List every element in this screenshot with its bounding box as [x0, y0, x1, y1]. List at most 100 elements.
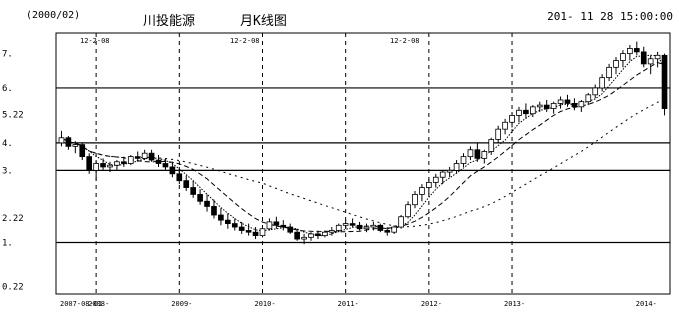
candle-body: [516, 109, 522, 116]
candle-body: [564, 99, 571, 104]
y-tick-label: 7.: [2, 50, 13, 60]
candle-body: [211, 206, 217, 216]
candle-body: [176, 173, 183, 182]
candle: [370, 221, 377, 231]
candle-body: [363, 226, 370, 230]
candle-body: [141, 152, 148, 159]
candle-body: [100, 163, 106, 168]
candle-body: [405, 204, 411, 218]
candle-body: [162, 163, 169, 168]
candle-body: [460, 156, 467, 164]
y-tick-label: 2.22: [2, 214, 24, 224]
candle: [127, 154, 134, 166]
candle: [377, 223, 384, 233]
candle: [231, 218, 238, 231]
candle-body: [495, 128, 501, 140]
candle: [543, 99, 550, 112]
candle: [384, 227, 391, 236]
candle-body: [377, 224, 384, 231]
candle-body: [93, 163, 99, 171]
candle: [564, 94, 571, 107]
y-tick-label: 4.: [2, 139, 13, 149]
candle-body: [72, 144, 79, 147]
x-tick-label: 2010-: [254, 300, 275, 308]
candle: [218, 208, 224, 226]
candle: [259, 227, 266, 238]
candle-body: [543, 104, 550, 109]
candle-body: [197, 194, 203, 202]
chart-grid: [56, 33, 670, 294]
candle: [322, 230, 328, 238]
candle-body: [647, 58, 654, 65]
candle-body: [412, 194, 418, 206]
candle: [585, 93, 592, 106]
candle-body: [315, 233, 321, 237]
candle: [204, 194, 210, 212]
candle: [627, 45, 633, 61]
candle: [419, 184, 425, 202]
candle-body: [273, 221, 280, 226]
candle: [363, 223, 370, 233]
candle: [509, 111, 515, 128]
candle: [391, 225, 398, 234]
candle: [661, 53, 668, 116]
stock-name-label: 川投能源: [143, 14, 196, 29]
candle: [536, 101, 543, 112]
candle: [58, 130, 65, 147]
candle-body: [474, 149, 481, 159]
annotation-label: 12-2-08: [390, 37, 420, 45]
candle-body: [65, 137, 72, 147]
candle: [238, 221, 245, 234]
candle-body: [287, 226, 294, 233]
candle: [412, 190, 418, 209]
candle: [571, 98, 578, 111]
candle: [245, 223, 252, 236]
candle-body: [633, 48, 640, 53]
candle: [405, 201, 411, 219]
x-tick-label: 2008-: [88, 300, 109, 308]
candle-body: [121, 161, 127, 164]
candle-body: [446, 169, 453, 173]
candle: [481, 149, 488, 164]
candle: [72, 141, 79, 154]
stock-code-label: (2000/02): [26, 10, 81, 21]
candle-body: [58, 137, 65, 144]
candle-body: [252, 231, 259, 237]
candle: [294, 228, 300, 241]
candle: [613, 57, 619, 75]
candle: [190, 180, 196, 198]
candle-body: [79, 144, 86, 158]
candle-body: [86, 156, 93, 171]
x-tick-label: 2014-: [636, 300, 657, 308]
candle: [446, 166, 453, 178]
candle: [197, 189, 203, 205]
candle: [654, 51, 661, 68]
candle-body: [467, 149, 474, 158]
candles: [58, 41, 668, 245]
candle: [169, 161, 176, 178]
candle-body: [218, 214, 224, 221]
candle: [114, 160, 120, 171]
y-tick-label: 6.: [2, 84, 13, 94]
candle: [474, 142, 481, 162]
candle-body: [259, 228, 266, 237]
candle-body: [509, 115, 515, 123]
candle: [349, 218, 356, 228]
candle-body: [453, 163, 460, 171]
candle: [107, 161, 113, 173]
candle-body: [536, 104, 543, 108]
ma30-line: [61, 99, 665, 228]
candle: [273, 216, 280, 229]
candle: [148, 149, 155, 162]
candle-body: [148, 152, 155, 161]
candle-body: [530, 106, 536, 115]
candle-body: [571, 103, 578, 108]
y-tick-label: 1.: [2, 238, 13, 248]
candle-body: [426, 181, 432, 188]
candle-body: [114, 161, 120, 166]
candle: [502, 118, 508, 135]
ma5-line: [61, 54, 665, 237]
candle: [516, 106, 522, 123]
candle-body: [370, 224, 377, 228]
